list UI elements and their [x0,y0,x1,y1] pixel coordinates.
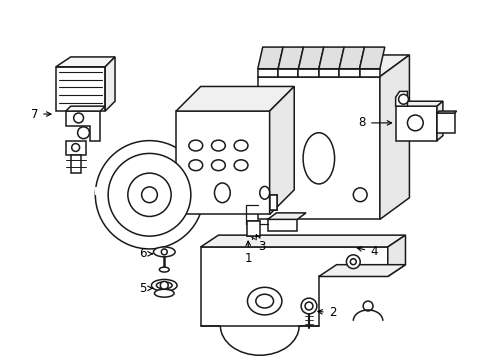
Text: 3: 3 [256,235,265,253]
Circle shape [74,113,83,123]
Polygon shape [437,101,443,141]
Circle shape [96,141,204,249]
Polygon shape [71,156,80,173]
Ellipse shape [212,140,225,151]
Ellipse shape [151,279,177,291]
Polygon shape [56,67,105,111]
Polygon shape [360,47,385,69]
Ellipse shape [234,160,248,171]
Ellipse shape [247,287,282,315]
Polygon shape [66,111,100,141]
Ellipse shape [156,282,172,289]
Ellipse shape [212,160,225,171]
Text: 8: 8 [359,116,392,129]
Ellipse shape [234,140,248,151]
Polygon shape [258,47,283,69]
Polygon shape [319,47,344,69]
Ellipse shape [189,140,203,151]
Polygon shape [298,47,324,69]
Polygon shape [56,57,115,67]
Ellipse shape [154,289,174,297]
Ellipse shape [153,247,175,257]
Polygon shape [380,55,410,219]
Polygon shape [395,106,437,141]
Text: 7: 7 [31,108,51,121]
Polygon shape [360,69,380,77]
Ellipse shape [303,133,335,184]
Polygon shape [388,235,406,276]
Polygon shape [258,69,278,77]
Polygon shape [437,111,457,113]
Circle shape [305,302,313,310]
Polygon shape [268,213,306,219]
Polygon shape [247,221,260,236]
Polygon shape [270,86,294,215]
Polygon shape [278,47,303,69]
Polygon shape [201,235,406,247]
Text: 1: 1 [245,241,252,265]
Polygon shape [395,91,408,106]
Circle shape [161,249,167,255]
Polygon shape [176,111,270,215]
Ellipse shape [159,267,169,272]
Circle shape [301,298,317,314]
Circle shape [363,301,373,311]
Polygon shape [258,77,380,219]
Circle shape [350,259,356,265]
Polygon shape [270,195,277,210]
Polygon shape [201,247,388,326]
Ellipse shape [189,160,203,171]
Polygon shape [96,187,204,195]
Circle shape [77,127,90,139]
Circle shape [408,115,423,131]
Ellipse shape [260,186,270,199]
Polygon shape [437,113,455,133]
Circle shape [72,144,79,152]
Circle shape [142,187,157,203]
Polygon shape [105,57,115,111]
Circle shape [108,153,191,236]
Polygon shape [319,69,339,77]
Polygon shape [319,265,406,276]
Polygon shape [339,69,360,77]
Circle shape [398,94,409,104]
Polygon shape [298,69,319,77]
Circle shape [353,188,367,202]
Ellipse shape [215,183,230,203]
Polygon shape [268,219,297,231]
Circle shape [128,173,171,216]
Circle shape [346,255,360,269]
Text: 6: 6 [139,247,152,260]
Circle shape [160,282,168,289]
Text: 2: 2 [318,306,336,319]
Polygon shape [66,141,85,156]
Polygon shape [278,69,298,77]
Polygon shape [339,47,365,69]
Ellipse shape [256,294,273,308]
Text: 4: 4 [357,246,377,258]
Polygon shape [176,86,294,111]
Text: 5: 5 [139,282,152,295]
Polygon shape [395,101,443,106]
Polygon shape [258,55,410,77]
Polygon shape [66,106,105,111]
